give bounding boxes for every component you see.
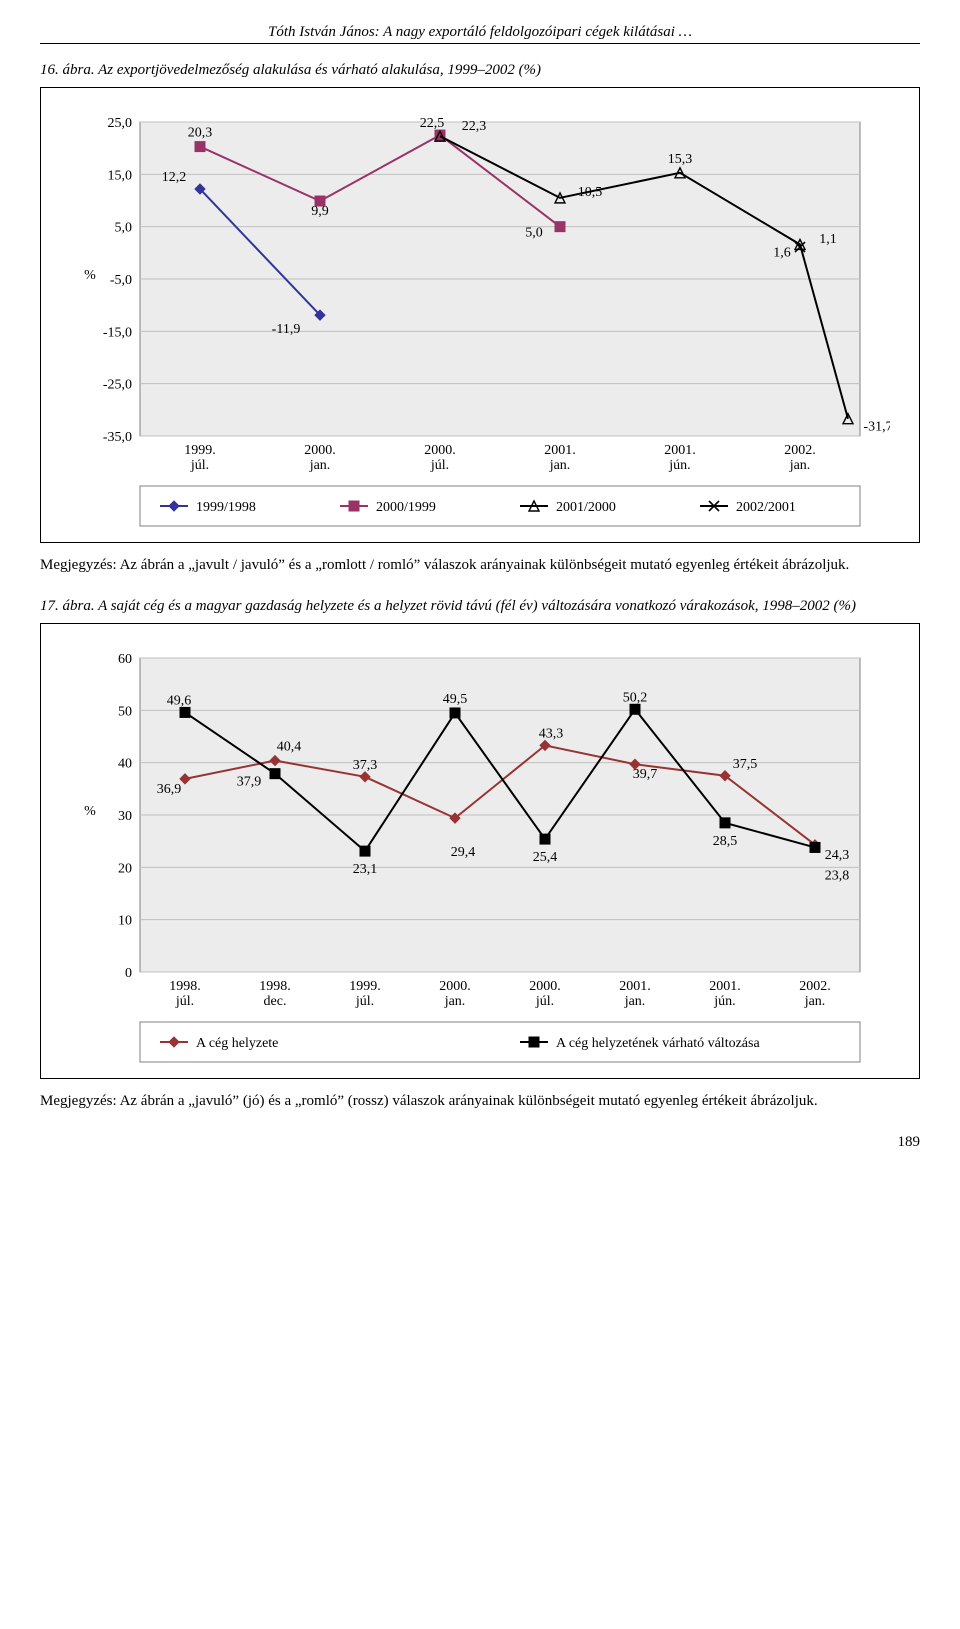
svg-text:2002.: 2002.: [799, 979, 831, 994]
fig1-note: Megjegyzés: Az ábrán a „javult / javuló”…: [40, 557, 920, 574]
svg-text:1999.: 1999.: [349, 979, 381, 994]
svg-text:10: 10: [118, 914, 132, 929]
svg-text:2000.: 2000.: [439, 979, 471, 994]
svg-text:15,3: 15,3: [668, 152, 693, 167]
svg-text:9,9: 9,9: [311, 204, 329, 219]
svg-text:5,0: 5,0: [525, 226, 543, 241]
svg-text:49,6: 49,6: [167, 693, 192, 708]
svg-text:43,3: 43,3: [539, 726, 564, 741]
svg-text:júl.: júl.: [430, 458, 449, 473]
svg-text:A cég helyzetének várható vált: A cég helyzetének várható változása: [556, 1036, 760, 1051]
svg-text:%: %: [84, 804, 96, 819]
svg-text:2002/2001: 2002/2001: [736, 500, 796, 515]
svg-text:1,1: 1,1: [819, 232, 837, 247]
svg-text:37,9: 37,9: [237, 775, 262, 790]
page-number: 189: [40, 1134, 920, 1151]
svg-text:10,5: 10,5: [578, 185, 603, 200]
svg-text:0: 0: [125, 966, 132, 981]
fig2-chart: 0102030405060%1998.júl.1998.dec.1999.júl…: [40, 623, 920, 1079]
svg-text:23,1: 23,1: [353, 862, 378, 877]
svg-text:1999/1998: 1999/1998: [196, 500, 256, 515]
svg-text:2000.: 2000.: [304, 443, 336, 458]
svg-text:2002.: 2002.: [784, 443, 816, 458]
svg-text:22,5: 22,5: [420, 116, 445, 131]
svg-text:2001.: 2001.: [619, 979, 651, 994]
svg-text:2001.: 2001.: [709, 979, 741, 994]
svg-text:37,5: 37,5: [733, 757, 758, 772]
svg-text:12,2: 12,2: [162, 170, 187, 185]
svg-text:dec.: dec.: [264, 994, 287, 1009]
svg-text:1998.: 1998.: [259, 979, 291, 994]
svg-text:2000.: 2000.: [529, 979, 561, 994]
fig2-note: Megjegyzés: Az ábrán a „javuló” (jó) és …: [40, 1093, 920, 1110]
svg-text:24,3: 24,3: [825, 848, 850, 863]
svg-text:-5,0: -5,0: [110, 273, 132, 288]
svg-text:40: 40: [118, 757, 132, 772]
svg-text:-31,7: -31,7: [863, 420, 890, 435]
fig1-chart: -35,0-25,0-15,0-5,05,015,025,0%1999.júl.…: [40, 87, 920, 543]
svg-text:júl.: júl.: [190, 458, 209, 473]
svg-text:50,2: 50,2: [623, 690, 648, 705]
svg-text:39,7: 39,7: [633, 767, 658, 782]
svg-text:20,3: 20,3: [188, 126, 213, 141]
svg-text:28,5: 28,5: [713, 834, 738, 849]
svg-text:15,0: 15,0: [108, 168, 133, 183]
fig1-caption: 16. ábra. Az exportjövedelmezőség alakul…: [40, 62, 920, 79]
svg-text:jún.: jún.: [668, 458, 690, 473]
svg-text:22,3: 22,3: [462, 119, 487, 134]
svg-text:júl.: júl.: [355, 994, 374, 1009]
svg-text:2000/1999: 2000/1999: [376, 500, 436, 515]
svg-text:20: 20: [118, 861, 132, 876]
svg-text:jan.: jan.: [309, 458, 331, 473]
svg-text:jan.: jan.: [549, 458, 571, 473]
svg-text:jún.: jún.: [713, 994, 735, 1009]
svg-text:25,0: 25,0: [108, 116, 133, 131]
svg-text:-11,9: -11,9: [272, 322, 301, 337]
page-header: Tóth István János: A nagy exportáló feld…: [40, 24, 920, 44]
svg-text:23,8: 23,8: [825, 868, 850, 883]
svg-text:jan.: jan.: [789, 458, 811, 473]
svg-text:jan.: jan.: [624, 994, 646, 1009]
svg-text:2001.: 2001.: [664, 443, 696, 458]
svg-text:jan.: jan.: [444, 994, 466, 1009]
svg-text:40,4: 40,4: [277, 740, 302, 755]
svg-text:2001/2000: 2001/2000: [556, 500, 616, 515]
svg-text:júl.: júl.: [175, 994, 194, 1009]
svg-text:1,6: 1,6: [773, 245, 791, 260]
svg-text:29,4: 29,4: [451, 845, 476, 860]
svg-text:5,0: 5,0: [115, 221, 133, 236]
svg-text:2001.: 2001.: [544, 443, 576, 458]
svg-text:%: %: [84, 268, 96, 283]
svg-text:25,4: 25,4: [533, 850, 558, 865]
svg-text:júl.: júl.: [535, 994, 554, 1009]
svg-text:1998.: 1998.: [169, 979, 201, 994]
svg-text:-35,0: -35,0: [103, 430, 132, 445]
svg-text:2000.: 2000.: [424, 443, 456, 458]
svg-text:50: 50: [118, 704, 132, 719]
svg-text:1999.: 1999.: [184, 443, 216, 458]
svg-text:37,3: 37,3: [353, 758, 378, 773]
svg-text:30: 30: [118, 809, 132, 824]
svg-text:-15,0: -15,0: [103, 325, 132, 340]
svg-text:49,5: 49,5: [443, 692, 468, 707]
svg-text:A cég helyzete: A cég helyzete: [196, 1036, 278, 1051]
svg-text:jan.: jan.: [804, 994, 826, 1009]
svg-text:-25,0: -25,0: [103, 378, 132, 393]
fig2-caption: 17. ábra. A saját cég és a magyar gazdas…: [40, 598, 920, 615]
svg-text:36,9: 36,9: [157, 782, 182, 797]
svg-text:60: 60: [118, 652, 132, 667]
